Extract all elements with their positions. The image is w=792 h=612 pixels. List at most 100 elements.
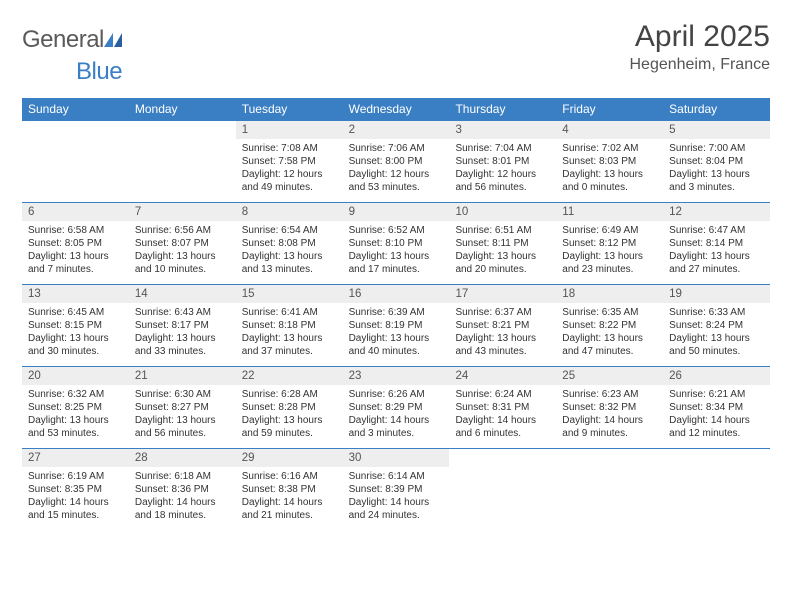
day-number: 11: [556, 202, 663, 221]
sunrise-text: Sunrise: 7:04 AM: [455, 142, 550, 155]
month-title: April 2025: [629, 20, 770, 54]
day-cell: 7Sunrise: 6:56 AMSunset: 8:07 PMDaylight…: [129, 202, 236, 284]
sunrise-text: Sunrise: 6:21 AM: [669, 388, 764, 401]
day-cell: 17Sunrise: 6:37 AMSunset: 8:21 PMDayligh…: [449, 284, 556, 366]
sunset-text: Sunset: 8:25 PM: [28, 401, 123, 414]
brand-text-1: General: [22, 26, 104, 54]
daylight-text: Daylight: 13 hours and 50 minutes.: [669, 332, 764, 358]
sunset-text: Sunset: 8:01 PM: [455, 155, 550, 168]
day-details: Sunrise: 6:45 AMSunset: 8:15 PMDaylight:…: [22, 303, 129, 366]
day-details: Sunrise: 7:02 AMSunset: 8:03 PMDaylight:…: [556, 139, 663, 202]
sunrise-text: Sunrise: 6:49 AM: [562, 224, 657, 237]
sunrise-text: Sunrise: 6:24 AM: [455, 388, 550, 401]
day-number: 24: [449, 366, 556, 385]
day-details: Sunrise: 6:43 AMSunset: 8:17 PMDaylight:…: [129, 303, 236, 366]
day-details: [22, 139, 129, 150]
daylight-text: Daylight: 13 hours and 23 minutes.: [562, 250, 657, 276]
sunset-text: Sunset: 8:05 PM: [28, 237, 123, 250]
sunset-text: Sunset: 8:22 PM: [562, 319, 657, 332]
sunset-text: Sunset: 8:34 PM: [669, 401, 764, 414]
daylight-text: Daylight: 13 hours and 37 minutes.: [242, 332, 337, 358]
sunrise-text: Sunrise: 6:54 AM: [242, 224, 337, 237]
sunrise-text: Sunrise: 6:32 AM: [28, 388, 123, 401]
day-cell: 18Sunrise: 6:35 AMSunset: 8:22 PMDayligh…: [556, 284, 663, 366]
day-number: 12: [663, 202, 770, 221]
day-number: 3: [449, 120, 556, 139]
day-number: 26: [663, 366, 770, 385]
day-cell: [663, 448, 770, 530]
sunrise-text: Sunrise: 6:18 AM: [135, 470, 230, 483]
day-number: 2: [343, 120, 450, 139]
day-details: Sunrise: 6:30 AMSunset: 8:27 PMDaylight:…: [129, 385, 236, 448]
weeks-container: 1Sunrise: 7:08 AMSunset: 7:58 PMDaylight…: [22, 120, 770, 530]
brand-logo: General: [22, 26, 124, 54]
calendar-page: General April 2025 Hegenheim, France Blu…: [0, 0, 792, 530]
daylight-text: Daylight: 13 hours and 40 minutes.: [349, 332, 444, 358]
day-cell: 27Sunrise: 6:19 AMSunset: 8:35 PMDayligh…: [22, 448, 129, 530]
day-number: 22: [236, 366, 343, 385]
week-row: 20Sunrise: 6:32 AMSunset: 8:25 PMDayligh…: [22, 366, 770, 448]
daylight-text: Daylight: 14 hours and 6 minutes.: [455, 414, 550, 440]
sunset-text: Sunset: 8:32 PM: [562, 401, 657, 414]
daylight-text: Daylight: 13 hours and 27 minutes.: [669, 250, 764, 276]
sunset-text: Sunset: 8:03 PM: [562, 155, 657, 168]
sunset-text: Sunset: 8:07 PM: [135, 237, 230, 250]
day-cell: [129, 120, 236, 202]
sunrise-text: Sunrise: 6:43 AM: [135, 306, 230, 319]
day-number: 28: [129, 448, 236, 467]
sunset-text: Sunset: 8:38 PM: [242, 483, 337, 496]
week-row: 13Sunrise: 6:45 AMSunset: 8:15 PMDayligh…: [22, 284, 770, 366]
day-number: 7: [129, 202, 236, 221]
daylight-text: Daylight: 13 hours and 17 minutes.: [349, 250, 444, 276]
day-details: Sunrise: 6:33 AMSunset: 8:24 PMDaylight:…: [663, 303, 770, 366]
sunset-text: Sunset: 8:00 PM: [349, 155, 444, 168]
day-cell: 10Sunrise: 6:51 AMSunset: 8:11 PMDayligh…: [449, 202, 556, 284]
dow-saturday: Saturday: [663, 98, 770, 120]
day-cell: 3Sunrise: 7:04 AMSunset: 8:01 PMDaylight…: [449, 120, 556, 202]
day-cell: 14Sunrise: 6:43 AMSunset: 8:17 PMDayligh…: [129, 284, 236, 366]
day-details: Sunrise: 6:19 AMSunset: 8:35 PMDaylight:…: [22, 467, 129, 530]
daylight-text: Daylight: 14 hours and 9 minutes.: [562, 414, 657, 440]
dow-thursday: Thursday: [449, 98, 556, 120]
day-number: 21: [129, 366, 236, 385]
day-number: 8: [236, 202, 343, 221]
sunrise-text: Sunrise: 6:56 AM: [135, 224, 230, 237]
sunset-text: Sunset: 8:18 PM: [242, 319, 337, 332]
day-cell: 13Sunrise: 6:45 AMSunset: 8:15 PMDayligh…: [22, 284, 129, 366]
sunrise-text: Sunrise: 7:00 AM: [669, 142, 764, 155]
sunrise-text: Sunrise: 6:41 AM: [242, 306, 337, 319]
day-cell: 8Sunrise: 6:54 AMSunset: 8:08 PMDaylight…: [236, 202, 343, 284]
day-number: 30: [343, 448, 450, 467]
day-number: 6: [22, 202, 129, 221]
day-cell: 23Sunrise: 6:26 AMSunset: 8:29 PMDayligh…: [343, 366, 450, 448]
sunrise-text: Sunrise: 6:23 AM: [562, 388, 657, 401]
day-details: Sunrise: 6:35 AMSunset: 8:22 PMDaylight:…: [556, 303, 663, 366]
day-cell: 22Sunrise: 6:28 AMSunset: 8:28 PMDayligh…: [236, 366, 343, 448]
sunset-text: Sunset: 8:14 PM: [669, 237, 764, 250]
day-cell: 5Sunrise: 7:00 AMSunset: 8:04 PMDaylight…: [663, 120, 770, 202]
day-details: Sunrise: 6:56 AMSunset: 8:07 PMDaylight:…: [129, 221, 236, 284]
day-cell: [449, 448, 556, 530]
day-cell: 25Sunrise: 6:23 AMSunset: 8:32 PMDayligh…: [556, 366, 663, 448]
sunset-text: Sunset: 8:19 PM: [349, 319, 444, 332]
day-details: Sunrise: 6:39 AMSunset: 8:19 PMDaylight:…: [343, 303, 450, 366]
day-details: [556, 467, 663, 478]
daylight-text: Daylight: 14 hours and 12 minutes.: [669, 414, 764, 440]
day-cell: 16Sunrise: 6:39 AMSunset: 8:19 PMDayligh…: [343, 284, 450, 366]
day-details: Sunrise: 7:00 AMSunset: 8:04 PMDaylight:…: [663, 139, 770, 202]
sunrise-text: Sunrise: 6:51 AM: [455, 224, 550, 237]
daylight-text: Daylight: 14 hours and 21 minutes.: [242, 496, 337, 522]
sunrise-text: Sunrise: 7:02 AM: [562, 142, 657, 155]
sunset-text: Sunset: 8:35 PM: [28, 483, 123, 496]
day-of-week-header: Sunday Monday Tuesday Wednesday Thursday…: [22, 98, 770, 120]
sunset-text: Sunset: 8:27 PM: [135, 401, 230, 414]
day-details: Sunrise: 6:14 AMSunset: 8:39 PMDaylight:…: [343, 467, 450, 530]
day-details: Sunrise: 6:16 AMSunset: 8:38 PMDaylight:…: [236, 467, 343, 530]
day-cell: 9Sunrise: 6:52 AMSunset: 8:10 PMDaylight…: [343, 202, 450, 284]
day-details: Sunrise: 6:52 AMSunset: 8:10 PMDaylight:…: [343, 221, 450, 284]
day-number: 23: [343, 366, 450, 385]
day-details: Sunrise: 7:08 AMSunset: 7:58 PMDaylight:…: [236, 139, 343, 202]
sunrise-text: Sunrise: 6:35 AM: [562, 306, 657, 319]
day-number: 16: [343, 284, 450, 303]
dow-tuesday: Tuesday: [236, 98, 343, 120]
